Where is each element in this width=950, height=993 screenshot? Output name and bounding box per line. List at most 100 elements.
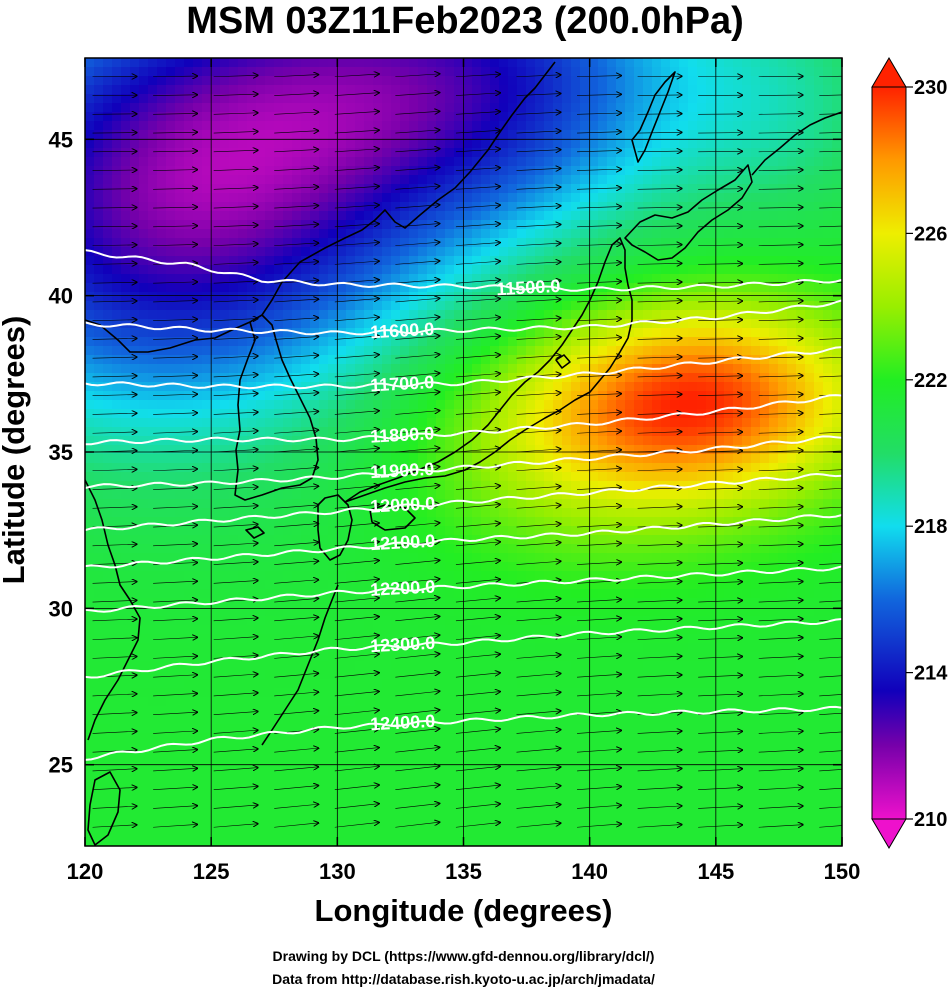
heatmap-cell [571, 184, 581, 194]
heatmap-cell [292, 274, 302, 284]
heatmap-cell [184, 400, 194, 410]
heatmap-cell [472, 247, 482, 257]
heatmap-cell [751, 508, 761, 518]
heatmap-cell [220, 85, 230, 95]
heatmap-cell [733, 157, 743, 167]
heatmap-cell [490, 571, 500, 581]
heatmap-cell [166, 436, 176, 446]
heatmap-cell [814, 166, 824, 176]
heatmap-cell [643, 499, 653, 509]
heatmap-cell [751, 418, 761, 428]
heatmap-cell [121, 544, 131, 554]
heatmap-cell [211, 382, 221, 392]
heatmap-cell [670, 319, 680, 329]
heatmap-cell [490, 382, 500, 392]
heatmap-cell [337, 580, 347, 590]
heatmap-cell [679, 292, 689, 302]
heatmap-cell [787, 472, 797, 482]
heatmap-cell [589, 76, 599, 86]
heatmap-cell [616, 364, 626, 374]
heatmap-cell [265, 103, 275, 113]
heatmap-cell [787, 148, 797, 158]
heatmap-cell [607, 517, 617, 527]
heatmap-cell [130, 283, 140, 293]
heatmap-cell [409, 301, 419, 311]
heatmap-cell [382, 229, 392, 239]
heatmap-cell [760, 157, 770, 167]
heatmap-cell [337, 391, 347, 401]
heatmap-cell [364, 481, 374, 491]
heatmap-cell [661, 355, 671, 365]
heatmap-cell [355, 517, 365, 527]
heatmap-cell [472, 580, 482, 590]
heatmap-cell [805, 472, 815, 482]
heatmap-cell [319, 310, 329, 320]
heatmap-cell [733, 445, 743, 455]
heatmap-cell [337, 472, 347, 482]
heatmap-cell [391, 301, 401, 311]
heatmap-cell [103, 508, 113, 518]
heatmap-cell [202, 481, 212, 491]
heatmap-cell [499, 409, 509, 419]
heatmap-cell [238, 184, 248, 194]
heatmap-cell [265, 112, 275, 122]
heatmap-cell [157, 184, 167, 194]
heatmap-cell [724, 175, 734, 185]
heatmap-cell [193, 472, 203, 482]
heatmap-cell [427, 490, 437, 500]
heatmap-cell [310, 373, 320, 383]
heatmap-cell [733, 247, 743, 257]
heatmap-cell [724, 301, 734, 311]
heatmap-cell [94, 265, 104, 275]
heatmap-cell [553, 121, 563, 131]
heatmap-cell [211, 220, 221, 230]
heatmap-cell [337, 112, 347, 122]
heatmap-cell [94, 139, 104, 149]
heatmap-cell [544, 238, 554, 248]
heatmap-cell [382, 328, 392, 338]
heatmap-cell [103, 328, 113, 338]
heatmap-cell [121, 337, 131, 347]
heatmap-cell [661, 427, 671, 437]
heatmap-cell [616, 454, 626, 464]
heatmap-cell [85, 94, 95, 104]
heatmap-cell [598, 571, 608, 581]
heatmap-cell [787, 454, 797, 464]
heatmap-cell [220, 301, 230, 311]
heatmap-cell [823, 526, 833, 536]
heatmap-cell [436, 247, 446, 257]
heatmap-cell [148, 544, 158, 554]
heatmap-cell [103, 544, 113, 554]
heatmap-cell [823, 229, 833, 239]
heatmap-cell [121, 247, 131, 257]
heatmap-cell [715, 292, 725, 302]
heatmap-cell [274, 355, 284, 365]
heatmap-cell [805, 202, 815, 212]
heatmap-cell [760, 247, 770, 257]
heatmap-cell [247, 499, 257, 509]
heatmap-cell [346, 553, 356, 563]
heatmap-cell [670, 94, 680, 104]
heatmap-cell [94, 517, 104, 527]
heatmap-cell [463, 121, 473, 131]
heatmap-cell [805, 166, 815, 176]
heatmap-cell [301, 310, 311, 320]
heatmap-cell [832, 283, 842, 293]
heatmap-cell [526, 94, 536, 104]
heatmap-cell [400, 283, 410, 293]
heatmap-cell [634, 436, 644, 446]
heatmap-cell [310, 112, 320, 122]
heatmap-cell [598, 247, 608, 257]
heatmap-cell [103, 355, 113, 365]
heatmap-cell [103, 580, 113, 590]
heatmap-cell [184, 121, 194, 131]
heatmap-cell [436, 553, 446, 563]
heatmap-cell [85, 256, 95, 266]
heatmap-cell [85, 490, 95, 500]
heatmap-cell [670, 544, 680, 554]
heatmap-cell [346, 247, 356, 257]
heatmap-cell [535, 229, 545, 239]
heatmap-cell [373, 508, 383, 518]
heatmap-cell [328, 400, 338, 410]
heatmap-cell [436, 112, 446, 122]
